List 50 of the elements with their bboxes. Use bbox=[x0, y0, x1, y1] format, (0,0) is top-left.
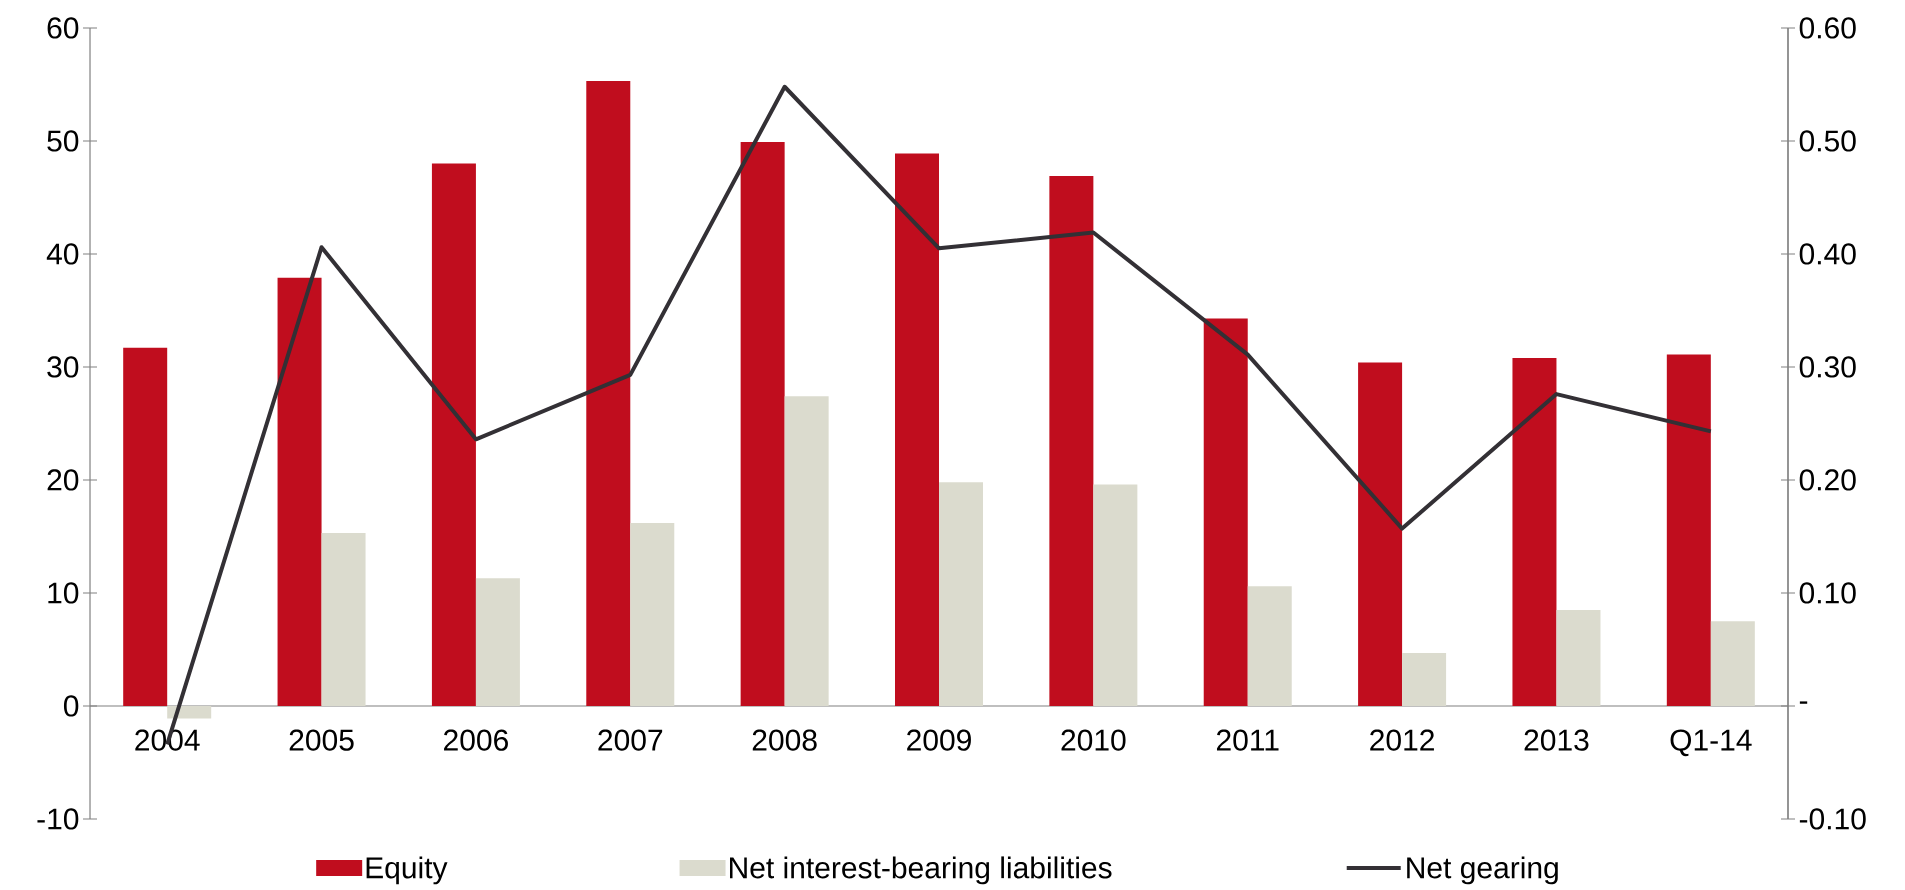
y2-tick-label: 0.30 bbox=[1799, 356, 1856, 378]
bar bbox=[321, 533, 366, 706]
y2-tick-label: 0.60 bbox=[1799, 17, 1856, 39]
bar bbox=[1093, 484, 1138, 706]
y-tick-label: 40 bbox=[46, 243, 79, 265]
x-tick-label: 2011 bbox=[1216, 729, 1279, 751]
x-tick-label: 2010 bbox=[1061, 729, 1126, 751]
y2-tick-label: 0.50 bbox=[1799, 130, 1856, 152]
x-tick-label: 2007 bbox=[598, 729, 663, 751]
bar bbox=[277, 277, 322, 706]
bar bbox=[1402, 652, 1447, 706]
x-tick-label: 2009 bbox=[907, 729, 971, 751]
bar bbox=[1203, 318, 1248, 706]
y2-tick-label: 0.20 bbox=[1799, 469, 1856, 491]
y2-tick-label: - bbox=[1799, 701, 1808, 704]
x-tick-label: Q1-14 bbox=[1670, 729, 1752, 757]
legend-label: Equity bbox=[366, 856, 448, 885]
bar bbox=[1710, 621, 1755, 706]
y-tick-label: 10 bbox=[48, 582, 79, 604]
y-tick-label: 50 bbox=[47, 130, 79, 152]
x-tick-label: 2012 bbox=[1370, 729, 1434, 751]
bar bbox=[1512, 357, 1557, 706]
y-tick-label: 0 bbox=[63, 695, 79, 717]
bar bbox=[784, 396, 829, 706]
bar bbox=[1247, 586, 1292, 706]
legend-label: Net gearing bbox=[1407, 856, 1558, 885]
y-tick-label: 60 bbox=[47, 17, 79, 39]
bar bbox=[475, 578, 520, 706]
bar bbox=[939, 482, 984, 706]
legend-label: Net interest-bearing liabilities bbox=[730, 856, 1112, 885]
y-tick-label: 20 bbox=[47, 469, 79, 491]
x-tick-label: 2005 bbox=[289, 729, 354, 751]
y2-tick-label: 0.40 bbox=[1799, 243, 1856, 265]
bar bbox=[895, 153, 940, 706]
bar bbox=[586, 81, 631, 706]
bar bbox=[740, 142, 785, 706]
y-tick-label: 30 bbox=[47, 356, 79, 378]
bar bbox=[630, 522, 675, 706]
bar bbox=[431, 163, 476, 706]
y-tick-label: -10 bbox=[37, 808, 79, 830]
bar bbox=[1666, 354, 1711, 706]
x-tick-label: 2006 bbox=[444, 729, 508, 751]
bar bbox=[123, 347, 168, 706]
y2-tick-label: -0.10 bbox=[1799, 808, 1866, 830]
bar bbox=[1049, 176, 1094, 706]
bar bbox=[1358, 362, 1403, 706]
y2-tick-label: 0.10 bbox=[1799, 582, 1856, 604]
x-tick-label: 2013 bbox=[1524, 729, 1589, 751]
bar bbox=[1556, 609, 1601, 706]
x-tick-label: 2008 bbox=[752, 729, 817, 751]
